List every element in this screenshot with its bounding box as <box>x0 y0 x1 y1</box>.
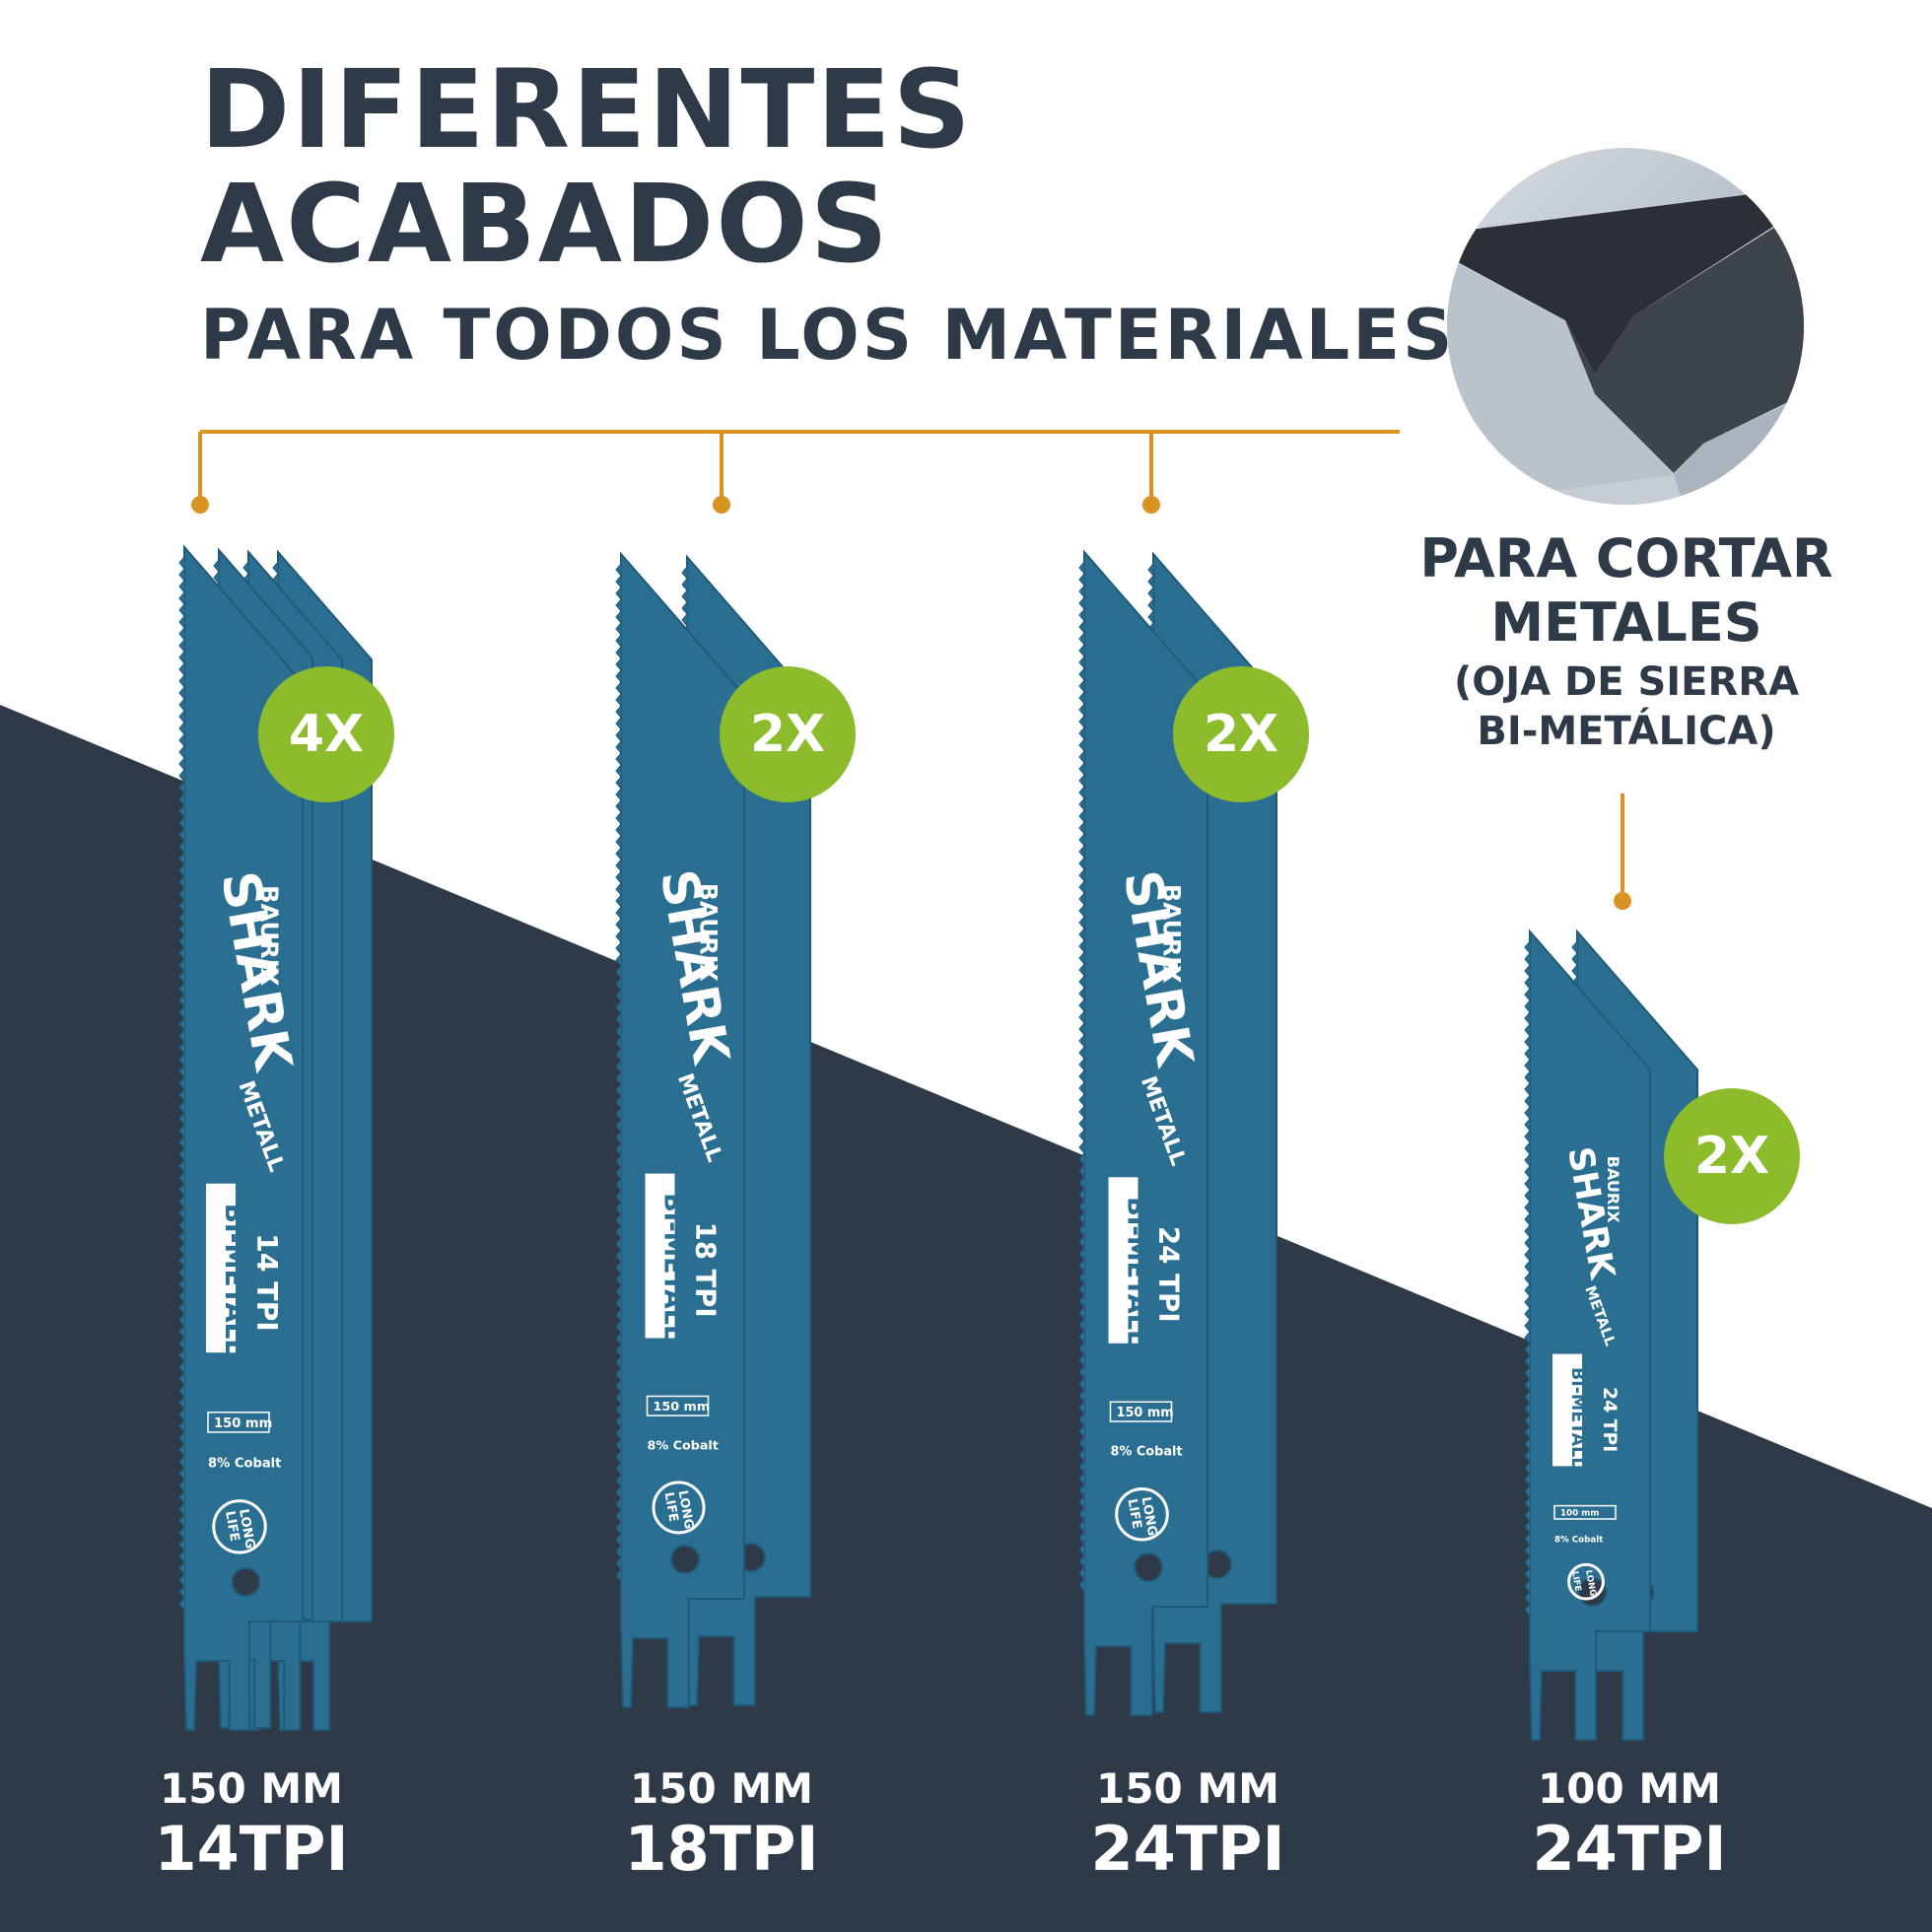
blade-tpi: 14 TPI <box>250 1233 283 1332</box>
blade-life-2: LIFE <box>1125 1497 1144 1530</box>
tpi-label: 18TPI <box>624 1813 819 1885</box>
blade-body <box>1529 929 1651 1741</box>
blade-life-1: LONG <box>1583 1569 1598 1597</box>
product-caption: 150 MM 24TPI <box>1040 1764 1336 1885</box>
blade-tpi: 24 TPI <box>1153 1226 1186 1323</box>
connector-dots <box>191 496 1631 910</box>
side-heading-1: PARA CORTAR <box>1419 527 1833 589</box>
blade-teeth <box>178 556 185 1611</box>
blade-length: 150 mm <box>1117 1406 1174 1420</box>
blade-life-2: LIFE <box>661 1491 681 1523</box>
blade-length-label: 150 MM <box>160 1764 343 1813</box>
blade-brand: BAURIX <box>1604 1156 1622 1224</box>
blade-cobalt: 8% Cobalt <box>648 1438 719 1453</box>
blade-brand: BAURIX <box>695 883 723 982</box>
blade-teeth <box>1524 940 1531 1617</box>
subtitle: PARA TODOS LOS MATERIALES <box>200 295 1456 376</box>
blade-life-1: LONG <box>1138 1495 1160 1537</box>
long-life-icon <box>652 1481 706 1535</box>
blade-type-strip <box>1108 1177 1138 1344</box>
blade-length-box <box>1553 1504 1617 1520</box>
blade-length-label: 150 MM <box>1096 1764 1279 1813</box>
side-note-2: BI-METÁLICA) <box>1477 709 1776 754</box>
blade-brand: BAURIX <box>1158 884 1186 984</box>
title-line-2: ACABADOS <box>200 161 891 287</box>
quantity-badge: 2X <box>1664 1088 1800 1224</box>
blade-type-strip <box>206 1183 236 1353</box>
title-line-1: DIFERENTES <box>200 46 973 172</box>
blade-body <box>1083 549 1208 1716</box>
blade-length-label: 150 MM <box>630 1764 813 1813</box>
blade-length-label: 100 MM <box>1538 1764 1721 1813</box>
blade-length-box <box>646 1395 710 1416</box>
long-life-icon <box>1115 1486 1169 1542</box>
product-caption: 150 MM 14TPI <box>104 1764 399 1885</box>
product-caption: 150 MM 18TPI <box>574 1764 869 1885</box>
blade-body <box>620 551 745 1708</box>
mount-hole <box>231 1567 261 1597</box>
blade-type: BI-METALL <box>658 1193 688 1341</box>
blade-type-strip <box>645 1173 675 1339</box>
blade-life-1: LONG <box>236 1508 257 1551</box>
blade-length: 150 mm <box>214 1416 272 1431</box>
connector-lines <box>198 430 1624 899</box>
tpi-label: 24TPI <box>1090 1813 1285 1885</box>
blade-brand: BAURIX <box>255 885 283 987</box>
blade-length: 100 mm <box>1560 1509 1599 1519</box>
blade-life-1: LONG <box>675 1489 697 1531</box>
blade-life-2: LIFE <box>222 1510 242 1543</box>
blade-type: BI-METALL <box>1122 1197 1151 1346</box>
long-life-icon <box>212 1499 267 1554</box>
quantity-badge: 4X <box>258 666 394 802</box>
side-note-1: (OJA DE SIERRA <box>1453 659 1800 705</box>
blade-length: 150 mm <box>654 1400 711 1414</box>
blade-life-2: LIFE <box>1569 1570 1582 1592</box>
blade-cobalt: 8% Cobalt <box>1554 1535 1603 1545</box>
metal-beam-photo <box>1447 148 1804 505</box>
blade-body <box>183 544 304 1731</box>
blade-tpi: 18 TPI <box>690 1222 722 1318</box>
tpi-label: 24TPI <box>1532 1813 1727 1885</box>
dark-diagonal-panel <box>0 705 1932 1932</box>
blade-teeth <box>1078 561 1085 1592</box>
blade-type: BI-METALL <box>219 1204 248 1355</box>
side-heading-2: METALES <box>1490 591 1762 654</box>
mount-hole <box>670 1545 700 1574</box>
blade-tpi: 24 TPI <box>1599 1387 1620 1452</box>
blade-type-strip <box>1552 1353 1582 1467</box>
mount-hole <box>1134 1552 1163 1582</box>
blade-length-box <box>1109 1401 1173 1422</box>
blade-cobalt: 8% Cobalt <box>1111 1445 1183 1460</box>
quantity-badge: 2X <box>1173 666 1309 802</box>
blade-cobalt: 8% Cobalt <box>208 1456 281 1471</box>
blade-type: BI-METALL <box>1567 1367 1587 1468</box>
blade-length-box <box>207 1412 270 1433</box>
long-life-icon <box>1567 1562 1605 1601</box>
quantity-badge: 2X <box>720 666 856 802</box>
tpi-label: 14TPI <box>154 1813 349 1885</box>
blade-teeth <box>615 563 622 1582</box>
product-caption: 100 MM 24TPI <box>1482 1764 1777 1885</box>
